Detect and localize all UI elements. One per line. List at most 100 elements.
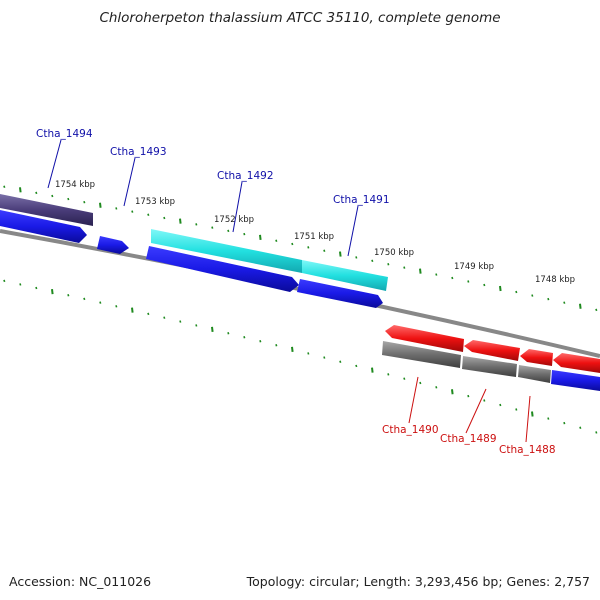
upper-tick [371, 259, 374, 263]
lower-tick [179, 320, 182, 323]
lower-tick [35, 286, 38, 290]
lower-tick [531, 411, 534, 417]
lower-tick [515, 408, 518, 411]
upper-tick [195, 223, 198, 226]
cds-arrow-ctha-1492[interactable] [146, 246, 299, 292]
kbp-label-1751: 1751 kbp [294, 232, 334, 242]
upper-tick [563, 301, 566, 304]
cds-arrow-ctha-1493[interactable] [97, 236, 129, 254]
lower-tick [579, 426, 582, 430]
upper-tick [595, 308, 598, 312]
lower-tick [115, 305, 118, 308]
lower-tick [3, 279, 6, 283]
lower-tick [403, 377, 406, 380]
genome-summary: Topology: circular; Length: 3,293,456 bp… [246, 574, 590, 589]
gene-label-ctha-1491[interactable]: Ctha_1491 [333, 194, 390, 206]
lower-tick [163, 316, 166, 319]
lower-tick [211, 326, 214, 332]
upper-tick [51, 194, 54, 198]
lower-tick [563, 421, 566, 425]
gene-bar-ctha-1491[interactable] [302, 260, 388, 291]
upper-tick [579, 303, 582, 309]
upper-tick [547, 297, 550, 301]
gene-leader-lines [47, 139, 531, 443]
cds-arrow-ctha-1488[interactable] [520, 349, 553, 366]
upper-tick [435, 273, 438, 276]
gene-label-ctha-1492[interactable]: Ctha_1492 [217, 170, 274, 182]
kbp-labels: 1754 kbp 1753 kbp 1752 kbp 1751 kbp 1750… [55, 180, 575, 285]
gene-label-ctha-1494[interactable]: Ctha_1494 [36, 128, 93, 140]
kbp-label-1754: 1754 kbp [55, 180, 95, 190]
cds-arrow-next[interactable] [553, 353, 600, 373]
genome-backbone [0, 229, 600, 358]
upper-tick [451, 276, 454, 280]
lower-tick [595, 431, 598, 434]
upper-tick [259, 234, 262, 241]
gene-bar-ctha-1489[interactable] [462, 356, 517, 377]
lower-tick [51, 288, 54, 295]
upper-tick [243, 232, 246, 236]
upper-tick [115, 207, 118, 210]
lower-tick [275, 344, 278, 347]
lower-tick [131, 307, 134, 313]
upper-tick [531, 294, 534, 297]
lower-tick [99, 301, 102, 304]
upper-tick [179, 218, 182, 224]
accession-label: Accession: NC_011026 [9, 574, 152, 589]
upper-tick [147, 213, 150, 217]
upper-tick [275, 239, 278, 242]
lower-tick [291, 346, 294, 352]
gene-bar-ctha-1488[interactable] [518, 365, 551, 383]
gene-label-ctha-1489[interactable]: Ctha_1489 [440, 433, 497, 445]
upper-tick [403, 266, 406, 269]
kbp-label-1749: 1749 kbp [454, 262, 494, 272]
cds-arrow-ctha-1490[interactable] [385, 325, 464, 352]
upper-tick [19, 187, 22, 193]
kbp-label-1748: 1748 kbp [535, 275, 575, 285]
gene-bar-next[interactable] [551, 370, 600, 391]
upper-tick [467, 280, 470, 283]
kbp-label-1750: 1750 kbp [374, 248, 414, 258]
lower-tick [259, 340, 262, 343]
lower-tick [499, 403, 502, 407]
lower-tick [323, 356, 326, 359]
upper-tick [99, 202, 102, 208]
upper-tick [307, 246, 310, 249]
gene-bar-ctha-1492[interactable] [151, 229, 302, 273]
upper-tick [131, 210, 134, 213]
genome-title: Chloroherpeton thalassium ATCC 35110, co… [99, 10, 501, 26]
gene-label-ctha-1490[interactable]: Ctha_1490 [382, 424, 439, 436]
upper-tick [355, 256, 358, 259]
upper-tick [339, 251, 342, 257]
upper-tick [323, 249, 326, 252]
cds-arrow-ctha-1489[interactable] [464, 340, 520, 361]
lower-tick [419, 381, 422, 385]
tick-marks [3, 185, 598, 434]
kbp-label-1752: 1752 kbp [214, 215, 254, 225]
upper-tick [515, 290, 518, 294]
upper-tick [419, 268, 422, 274]
upper-tick [387, 263, 390, 266]
lower-tick [147, 312, 150, 316]
lower-tick [83, 297, 86, 301]
lower-tick [451, 389, 454, 395]
lower-tick [19, 283, 22, 286]
gene-label-ctha-1493[interactable]: Ctha_1493 [110, 146, 167, 158]
lower-tick [547, 417, 550, 420]
cds-arrow-ctha-1494[interactable] [0, 210, 87, 243]
gene-labels: Ctha_1494 Ctha_1493 Ctha_1492 Ctha_1491 … [36, 128, 556, 456]
lower-tick [307, 352, 310, 355]
upper-tick [67, 197, 70, 201]
kbp-label-1753: 1753 kbp [135, 197, 175, 207]
upper-tick [35, 191, 38, 195]
lower-tick [483, 399, 486, 402]
lower-tick [387, 373, 390, 376]
gene-label-ctha-1488[interactable]: Ctha_1488 [499, 444, 556, 456]
gene-bar-ctha-1490[interactable] [382, 341, 461, 368]
gene-bar-ctha-1494[interactable] [0, 194, 93, 226]
lower-tick [243, 336, 246, 339]
cds-arrow-ctha-1491[interactable] [297, 279, 383, 308]
upper-tick [211, 226, 214, 229]
lower-tick [435, 386, 438, 389]
